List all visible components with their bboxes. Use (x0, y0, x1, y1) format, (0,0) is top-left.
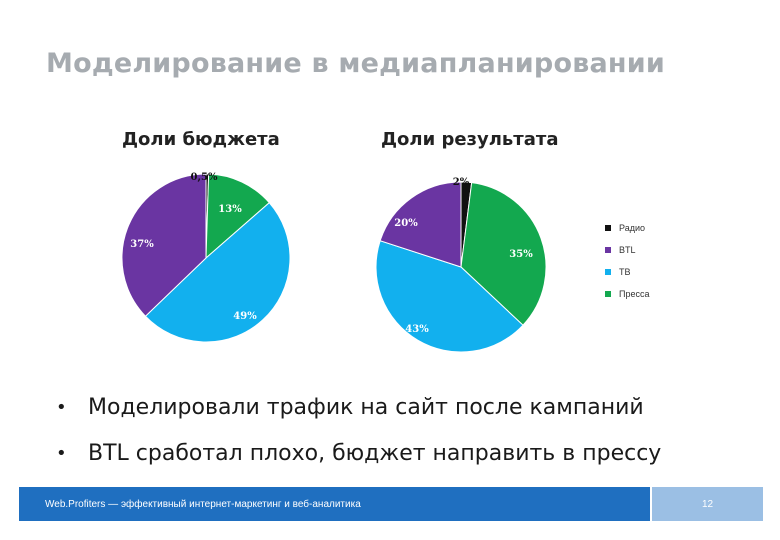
chart-title-result: Доли результата (381, 129, 558, 150)
slice-label: 35% (509, 249, 533, 260)
pie-slice (144, 202, 291, 343)
legend-swatch (605, 247, 611, 253)
pie-result: 2% 35% 43% 20% (375, 177, 547, 353)
legend-swatch (605, 225, 611, 231)
pie-slice (121, 173, 207, 317)
slice-label: 49% (233, 311, 257, 322)
page-number: 12 (701, 498, 714, 510)
bullet-item: • BTL сработал плохо, бюджет направить в… (56, 436, 661, 470)
pie-charts: Доли бюджета 0,5% 13% 49% 37% Доли результа… (121, 129, 650, 353)
legend-swatch (605, 291, 611, 297)
slide-title: Моделирование в медиапланировании (46, 48, 666, 79)
legend-label: ТВ (619, 267, 631, 277)
bullet-marker: • (56, 396, 67, 418)
footer-text: Web.Profiters — эффективный интернет-мар… (45, 498, 361, 510)
bullet-list: • Моделировали трафик на сайт после камп… (56, 390, 661, 482)
bullet-item: • Моделировали трафик на сайт после камп… (56, 390, 661, 424)
legend-label: Радио (619, 223, 645, 233)
legend-label: BTL (619, 245, 636, 255)
slice-label: 2% (453, 177, 470, 188)
pie-slice (379, 181, 462, 268)
page-number-box: 12 (652, 487, 763, 521)
footer-bar: Web.Profiters — эффективный интернет-мар… (19, 487, 650, 521)
slice-label: 37% (130, 239, 154, 250)
pie-slice (205, 173, 270, 260)
legend: Радио BTL ТВ Пресса (605, 223, 650, 299)
slice-label: 0,5% (191, 172, 218, 183)
bullet-text: Моделировали трафик на сайт после кампан… (88, 394, 644, 420)
pie-budget: 0,5% 13% 49% 37% (121, 172, 291, 343)
slice-label: 20% (394, 218, 418, 229)
legend-label: Пресса (619, 289, 650, 299)
bullet-marker: • (56, 442, 67, 464)
slice-label: 13% (218, 204, 242, 215)
legend-swatch (605, 269, 611, 275)
pie-slice (460, 182, 547, 326)
pie-slice (375, 240, 524, 353)
slice-label: 43% (405, 324, 429, 335)
chart-title-budget: Доли бюджета (122, 129, 280, 150)
bullet-text: BTL сработал плохо, бюджет направить в п… (88, 440, 662, 466)
